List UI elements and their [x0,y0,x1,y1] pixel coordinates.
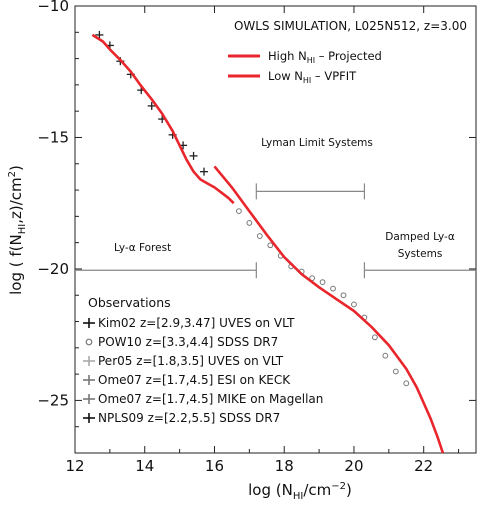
x-axis-title: log (NHI/cm−2) [248,481,352,502]
pow10-point [267,242,274,249]
x-ticks: 12 14 16 18 20 22 [65,6,460,475]
obs-legend-label: NPLS09 z=[2.2,5.5] SDSS DR7 [98,411,280,425]
x-tick-label: 14 [135,457,154,475]
pow10-point [351,301,357,308]
obs-legend-label: Per05 z=[1.8,3.5] UVES on VLT [98,354,284,368]
annotation-ly-alpha-forest: Ly-α Forest [114,242,171,254]
obs-legend-label: Kim02 z=[2.9,3.47] UVES on VLT [98,316,295,330]
plot-frame [74,5,477,454]
observations-legend: Observations Kim02 z=[2.9,3.47] UVES on … [83,295,323,425]
chart-title: OWLS SIMULATION, L025N512, z=3.00 [234,19,467,33]
series-line-projected [213,165,445,454]
observations-legend-rows: Kim02 z=[2.9,3.47] UVES on VLT POW10 z=[3… [83,316,323,425]
pow10-point [382,352,389,359]
annotation-dla-line2: Systems [398,248,443,260]
pow10-point [246,220,253,226]
pow10-point [235,208,242,214]
x-tick-label: 12 [65,457,84,475]
x-tick-label: 16 [205,457,224,475]
observations-legend-title: Observations [88,295,171,310]
legend-label-vpfit: Low NHI – VPFIT [268,69,357,85]
x-tick-label: 20 [344,457,363,475]
y-tick-label: −15 [37,128,69,146]
pow10-point [340,292,347,299]
series-line-vpfit [91,33,235,205]
pow10-point [256,233,263,239]
annotation-lyman-limit: Lyman Limit Systems [261,137,373,149]
y-ticks: −10 −15 −20 −25 [37,0,476,428]
obs-legend-label: POW10 z=[3.3,4.4] SDSS DR7 [98,335,278,349]
observation-points [95,30,410,387]
x-tick-label: 18 [275,457,294,475]
range-brackets [75,183,476,279]
model-curves [91,33,445,454]
obs-legend-marker [85,338,93,346]
annotation-dla-line1: Damped Ly-α [385,231,455,243]
pow10-point [403,380,410,387]
legend-label-projected: High NHI – Projected [268,49,382,65]
pow10-point [319,279,326,285]
model-legend: High NHI – Projected Low NHI – VPFIT [228,49,382,85]
pow10-point [371,334,378,341]
y-axis-title: log ( f(NHI,z)/cm2) [7,165,28,295]
y-tick-label: −25 [37,391,69,409]
x-tick-label: 22 [414,457,433,475]
y-tick-label: −10 [37,0,69,15]
obs-legend-label: Ome07 z=[1.7,4.5] ESI on KECK [98,373,291,387]
obs-legend-label: Ome07 z=[1.7,4.5] MIKE on Magellan [98,392,323,406]
pow10-point [392,368,399,375]
y-tick-label: −20 [37,260,69,278]
pow10-point [330,285,336,292]
